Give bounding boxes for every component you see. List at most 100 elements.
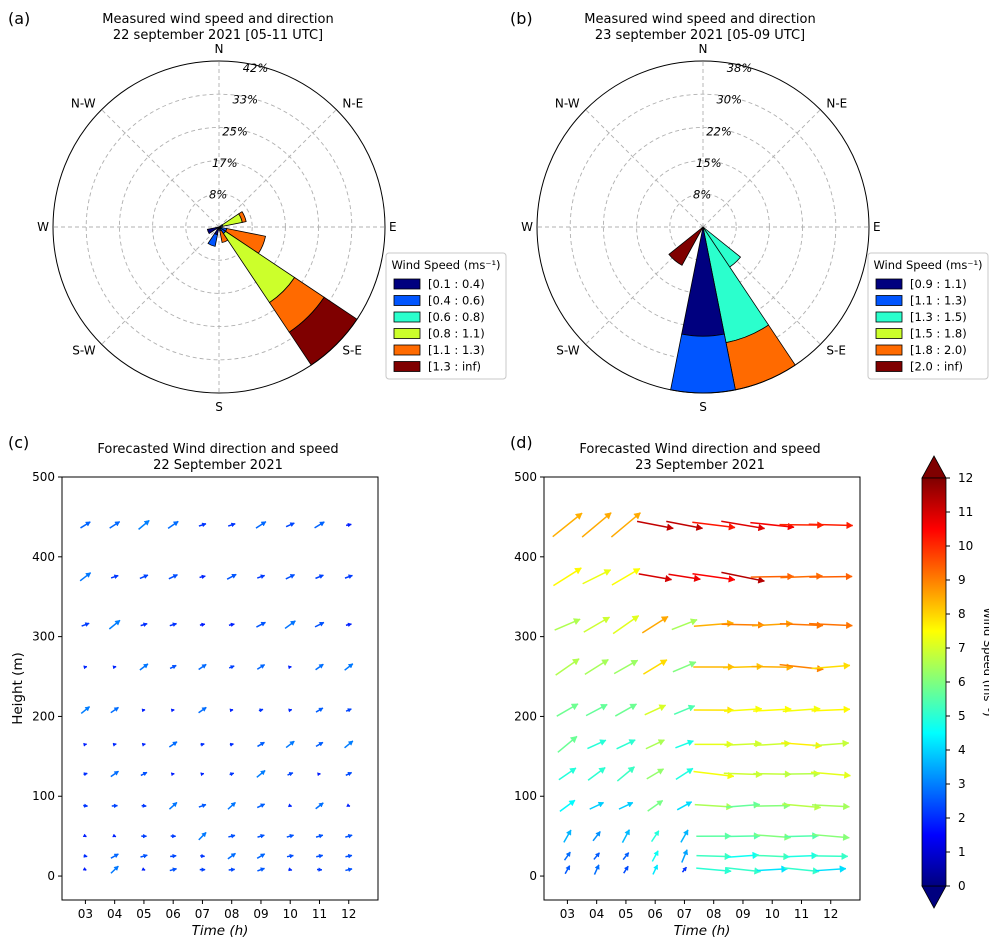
- wind-arrow: [623, 865, 629, 874]
- panel-a-title-line1: Measured wind speed and direction: [102, 12, 333, 27]
- legend-swatch: [875, 278, 903, 290]
- legend-swatch: [393, 328, 421, 339]
- compass-label-n-w: N-W: [555, 97, 580, 111]
- wind-arrow: [610, 512, 641, 538]
- wind-arrow: [258, 708, 264, 713]
- legend-swatch: [393, 311, 421, 323]
- wind-arrow: [83, 803, 89, 808]
- wind-arrow: [593, 864, 600, 875]
- compass-label-n: N: [699, 42, 708, 56]
- colorbar-tick-label: 2: [958, 811, 966, 825]
- panel-c-title-line1: Forecasted Wind direction and speed: [97, 442, 338, 457]
- panel-b-title-line2: 23 september 2021 [05-09 UTC]: [595, 28, 805, 43]
- wind-arrow: [681, 866, 688, 873]
- panel-d: (d) Forecasted Wind direction and speed …: [510, 433, 861, 939]
- wind-arrow: [170, 853, 177, 859]
- x-axis-label: Time (h): [192, 923, 249, 939]
- wind-arrow: [168, 741, 178, 748]
- compass-label-n-w: N-W: [71, 97, 96, 111]
- legend-swatch: [875, 344, 903, 356]
- wind-arrow: [286, 853, 294, 859]
- radial-tick-label: 8%: [693, 187, 711, 201]
- x-tick-label: 10: [283, 907, 298, 921]
- wind-arrow: [110, 706, 119, 714]
- wind-arrow: [170, 708, 175, 713]
- x-axis-label: Time (h): [674, 923, 731, 939]
- wind-arrow: [83, 742, 88, 747]
- wind-arrow: [288, 867, 293, 872]
- x-tick-label: 07: [195, 907, 210, 921]
- colorbar-extend-top: [921, 455, 947, 479]
- wind-arrow: [812, 833, 850, 841]
- plot-frame: [543, 476, 861, 901]
- wind-arrow: [79, 572, 92, 582]
- wind-arrow: [345, 708, 352, 713]
- wind-arrow: [641, 615, 669, 634]
- colorbar-tick-label: 5: [958, 709, 966, 723]
- wind-arrow: [616, 739, 636, 750]
- wind-arrow: [110, 574, 119, 580]
- compass-label-w: W: [521, 220, 533, 234]
- wind-arrow: [346, 803, 351, 808]
- panel-d-title-line1: Forecasted Wind direction and speed: [579, 442, 820, 457]
- wind-arrow: [285, 573, 296, 580]
- wind-arrow: [613, 659, 639, 675]
- wind-arrow: [169, 664, 177, 670]
- x-tick-label: 12: [823, 907, 838, 921]
- x-tick-label: 08: [224, 907, 239, 921]
- colorbar-tick-label: 8: [958, 607, 966, 621]
- wind-arrow: [672, 661, 697, 673]
- wind-arrow: [228, 665, 235, 670]
- wind-arrow: [170, 772, 175, 777]
- x-tick-label: 12: [341, 907, 356, 921]
- wind-arrow: [675, 739, 694, 749]
- grid-spoke: [101, 109, 220, 228]
- legend-label: [1.1 : 1.3): [428, 343, 485, 357]
- panel-a: (a) Measured wind speed and direction 22…: [8, 9, 507, 414]
- x-tick-label: 09: [253, 907, 268, 921]
- wind-arrow: [555, 658, 580, 676]
- wind-arrow: [83, 772, 88, 777]
- wind-arrow: [287, 803, 293, 808]
- panel-b-letter: (b): [510, 9, 533, 28]
- y-axis-label: Height (m): [10, 652, 26, 725]
- wind-arrow: [680, 829, 689, 843]
- x-tick-label: 06: [648, 907, 663, 921]
- wind-arrow: [199, 867, 206, 872]
- wind-arrow: [200, 772, 205, 777]
- panel-c-title-line2: 22 September 2021: [153, 458, 283, 473]
- colorbar-tick-label: 3: [958, 777, 966, 791]
- wind-arrow: [112, 665, 117, 670]
- y-tick-label: 200: [514, 709, 537, 723]
- wind-arrow: [198, 522, 207, 528]
- x-tick-label: 11: [794, 907, 809, 921]
- wind-arrow: [721, 520, 766, 532]
- wind-arrow: [199, 574, 206, 580]
- grid-circle: [185, 193, 253, 261]
- wind-arrow: [809, 621, 853, 630]
- wind-arrow: [812, 739, 850, 748]
- grid-spoke: [585, 109, 704, 228]
- wind-arrow: [200, 853, 206, 859]
- legend-label: [2.0 : inf): [910, 360, 963, 374]
- wind-arrow: [226, 573, 237, 580]
- wind-arrow: [227, 801, 236, 810]
- y-tick-label: 500: [32, 470, 55, 484]
- wind-arrow: [140, 622, 148, 628]
- wind-arrow: [287, 772, 294, 777]
- x-tick-label: 04: [107, 907, 122, 921]
- wind-arrow: [592, 831, 601, 842]
- panel-b: (b) Measured wind speed and direction 23…: [510, 9, 989, 414]
- rose-bar: [207, 233, 218, 247]
- wind-arrow: [109, 520, 121, 529]
- wind-arrow: [288, 708, 293, 713]
- legend-swatch: [393, 361, 421, 372]
- wind-arrow: [616, 766, 635, 782]
- rose-bar: [219, 229, 229, 243]
- wind-arrow: [256, 574, 266, 580]
- legend-label: [0.6 : 0.8): [428, 310, 485, 324]
- wind-arrow: [693, 706, 735, 714]
- legend-swatch: [393, 278, 421, 290]
- wind-arrow: [111, 803, 119, 809]
